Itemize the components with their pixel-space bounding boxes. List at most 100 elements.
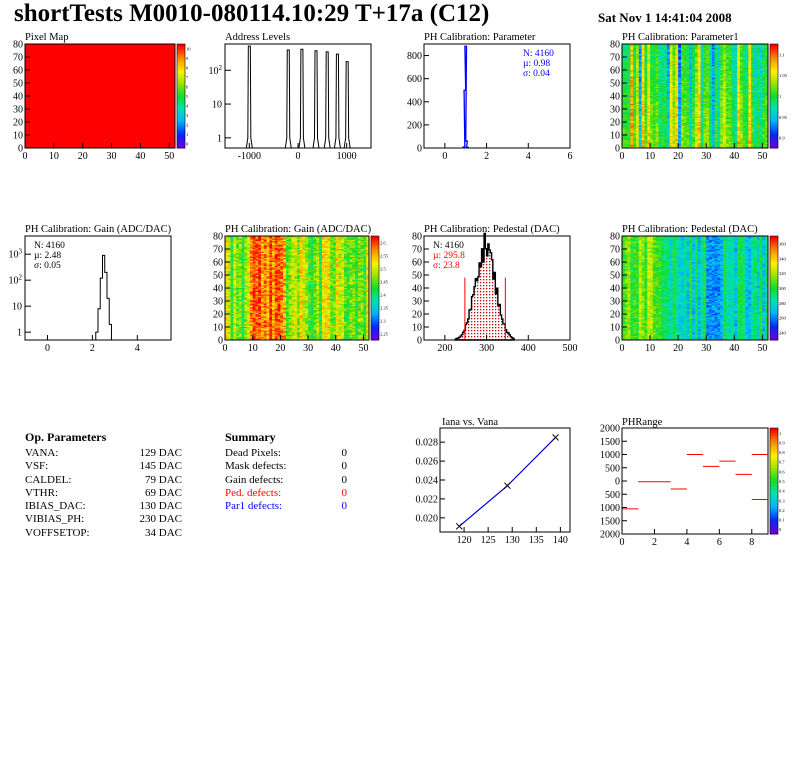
heatmap-cell: [622, 102, 626, 105]
heatmap-cell: [720, 49, 724, 51]
heatmap-cell: [680, 124, 685, 127]
heatmap-cell: [703, 112, 707, 115]
heatmap-cell: [225, 317, 229, 320]
heatmap-cell: [709, 137, 713, 140]
heatmap-cell: [697, 64, 701, 67]
heatmap-cell: [711, 120, 715, 123]
heatmap-cell: [737, 98, 741, 101]
y-tick-label: 30: [610, 105, 620, 116]
heatmap-cell: [236, 288, 240, 290]
heatmap-cell: [638, 93, 642, 95]
heatmap-cell: [742, 111, 746, 114]
heatmap-cell: [238, 252, 242, 255]
heatmap-cell: [225, 334, 229, 337]
heatmap-cell: [669, 137, 673, 140]
heatmap-cell: [241, 250, 245, 252]
heatmap-cell: [244, 259, 248, 261]
heatmap-cell: [655, 45, 659, 47]
heatmap-cell: [622, 122, 626, 124]
heatmap-cell: [624, 136, 628, 138]
heatmap-cell: [697, 102, 701, 105]
heatmap-cell: [238, 255, 242, 258]
heatmap-cell: [666, 102, 671, 105]
heatmap-cell: [697, 138, 701, 141]
heatmap-cell: [765, 76, 769, 79]
heatmap-cell: [241, 280, 245, 282]
heatmap-cell: [641, 76, 645, 79]
heatmap-cell: [765, 124, 769, 127]
heatmap-cell: [728, 141, 732, 144]
heatmap-cell: [739, 79, 744, 81]
heatmap-cell: [709, 120, 713, 123]
heatmap-cell: [700, 86, 704, 89]
heatmap-cell: [703, 86, 707, 89]
heatmap-cell: [734, 58, 738, 60]
heatmap-cell: [672, 90, 676, 93]
heatmap-cell: [227, 276, 231, 278]
heatmap-cell: [230, 269, 234, 272]
heatmap-cell: [745, 67, 749, 69]
heatmap-cell: [689, 76, 693, 79]
heatmap-cell: [238, 303, 242, 306]
heatmap-cell: [652, 92, 656, 94]
heatmap-cell: [697, 96, 701, 98]
heatmap-cell: [652, 57, 656, 59]
heatmap-cell: [655, 131, 659, 133]
heatmap-cell: [703, 101, 707, 103]
heatmap-cell: [703, 122, 707, 124]
heatmap-cell: [725, 101, 729, 103]
heatmap-cell: [683, 111, 687, 114]
heatmap-cell: [624, 98, 628, 101]
heatmap-cell: [739, 75, 744, 77]
heatmap-cell: [236, 265, 240, 268]
heatmap-cell: [714, 58, 718, 60]
heatmap-cell: [717, 51, 721, 54]
stats-label: µ: 2.48: [34, 251, 61, 261]
heatmap-cell: [241, 255, 245, 258]
heatmap-cell: [655, 77, 659, 80]
heatmap-cell: [622, 88, 626, 90]
heatmap-cell: [711, 135, 715, 137]
heatmap-cell: [711, 103, 715, 106]
heatmap-cell: [647, 124, 651, 127]
heatmap-cell: [709, 103, 713, 106]
heatmap-cell: [686, 49, 690, 51]
heatmap-cell: [664, 138, 668, 141]
heatmap-cell: [680, 79, 685, 81]
heatmap-cell: [742, 125, 746, 128]
heatmap-cell: [675, 137, 679, 140]
heatmap-cell: [666, 46, 671, 49]
heatmap-cell: [658, 68, 662, 71]
heatmap-cell: [695, 115, 699, 118]
heatmap-cell: [636, 107, 640, 110]
heatmap-cell: [753, 102, 758, 105]
heatmap-cell: [751, 97, 755, 99]
heatmap-cell: [714, 47, 718, 50]
heatmap-cell: [728, 123, 732, 125]
heatmap-cell: [238, 306, 242, 308]
heatmap-cell: [683, 99, 687, 102]
heatmap-cell: [745, 128, 749, 131]
heatmap-cell: [756, 76, 760, 79]
heatmap-cell: [706, 63, 710, 66]
heatmap-cell: [650, 103, 654, 106]
heatmap-cell: [641, 53, 645, 55]
heatmap-cell: [238, 288, 242, 290]
heatmap-cell: [695, 76, 699, 79]
heatmap-cell: [720, 122, 724, 124]
x-tick-label: 4: [526, 151, 531, 162]
heatmap-cell: [723, 115, 727, 118]
heatmap-cell: [689, 120, 693, 123]
heatmap-cell: [244, 286, 248, 289]
heatmap-cell: [731, 89, 735, 92]
heatmap-cell: [742, 144, 746, 146]
heatmap-cell: [700, 112, 704, 115]
heatmap-cell: [765, 84, 769, 86]
heatmap-cell: [742, 137, 746, 140]
heatmap-cell: [666, 57, 671, 59]
heatmap-cell: [241, 284, 245, 286]
heatmap-cell: [680, 55, 685, 58]
heatmap-cell: [717, 75, 721, 77]
heatmap-cell: [675, 120, 679, 123]
heatmap-cell: [759, 97, 763, 99]
